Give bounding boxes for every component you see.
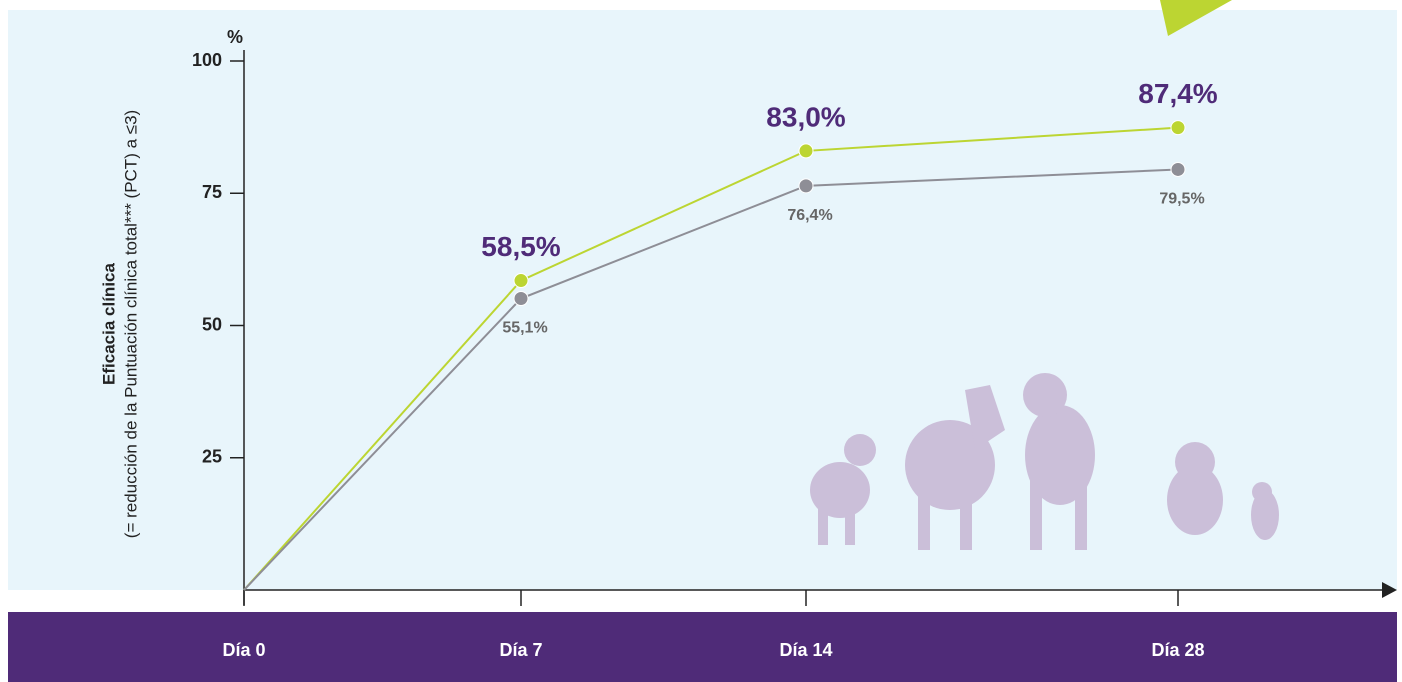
y-tick-label: 100 [192,50,222,70]
x-tick-label: Día 28 [1151,640,1204,660]
y-tick-label: 75 [202,182,222,202]
value-label: 87,4% [1138,78,1217,109]
data-point [514,292,528,306]
data-point [799,179,813,193]
y-unit: % [227,27,243,47]
value-label: 55,1% [502,320,547,337]
y-tick-label: 50 [202,314,222,334]
data-point [799,144,813,158]
value-label: 76,4% [787,207,832,224]
value-label: 58,5% [481,231,560,262]
value-label: 79,5% [1159,191,1204,208]
x-tick-label: Día 14 [779,640,832,660]
x-tick-label: Día 0 [222,640,265,660]
y-axis-title: Eficacia clínica [99,263,118,385]
data-point [1171,121,1185,135]
chart: % Eficacia clínica (= reducción de la Pu… [0,0,1402,682]
x-tick-label: Día 7 [499,640,542,660]
data-point [514,274,528,288]
y-axis-subtitle: (= reducción de la Puntuación clínica to… [121,110,140,538]
value-label: 83,0% [766,101,845,132]
y-tick-label: 25 [202,447,222,467]
data-point [1171,162,1185,176]
